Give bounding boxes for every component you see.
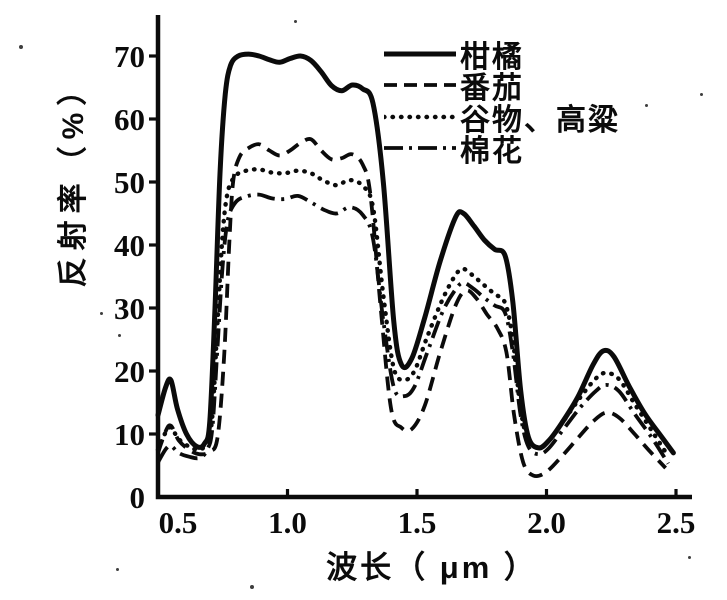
y-tick-label: 40 [114,228,145,263]
axes [155,15,692,500]
x-tick-label: 2.5 [657,505,696,540]
legend-item-grain-sorghum: 谷物、高粱 [384,101,620,137]
legend-label: 番茄 [460,72,524,106]
y-tick-label: 10 [114,417,145,452]
dashed-line-icon [384,83,456,88]
scan-speck [118,334,121,337]
y-axis-title: 反射率（%） [57,68,90,288]
x-tick-label: 1.0 [268,505,307,540]
legend: 柑橘 番茄 谷物、高粱 棉花 [384,38,620,168]
y-tick-label: 50 [114,165,145,200]
scan-speck [100,312,103,315]
scan-speck [19,45,23,49]
dashdot-line-icon [384,146,456,151]
legend-label: 柑橘 [460,40,524,74]
y-tick-label: 0 [130,480,146,515]
y-tick-label: 30 [114,291,145,326]
x-tick-label: 1.5 [398,505,437,540]
legend-label: 棉花 [460,135,524,169]
scan-speck [294,20,297,23]
y-tick-label: 20 [114,354,145,389]
legend-item-citrus: 柑橘 [384,38,620,74]
curve-tomato [156,137,667,479]
legend-item-tomato: 番茄 [384,70,620,105]
legend-label: 谷物、高粱 [460,103,620,137]
x-axis-title: 波长（ μm ） [326,550,538,585]
scan-speck [116,568,119,571]
y-tick-label: 70 [114,39,145,74]
x-tick-label: 2.0 [527,505,566,540]
scan-speck [645,104,648,107]
curve-grain-sorghum [155,167,671,459]
scan-speck [688,556,691,559]
x-tick-label: 0.5 [159,505,198,540]
legend-item-cotton: 棉花 [384,133,620,168]
scan-speck [250,585,254,589]
y-tick-label: 60 [114,102,145,137]
scan-speck [700,93,703,96]
curve-cotton [156,192,670,465]
dotted-line-icon [384,114,456,119]
solid-line-icon [384,51,456,57]
